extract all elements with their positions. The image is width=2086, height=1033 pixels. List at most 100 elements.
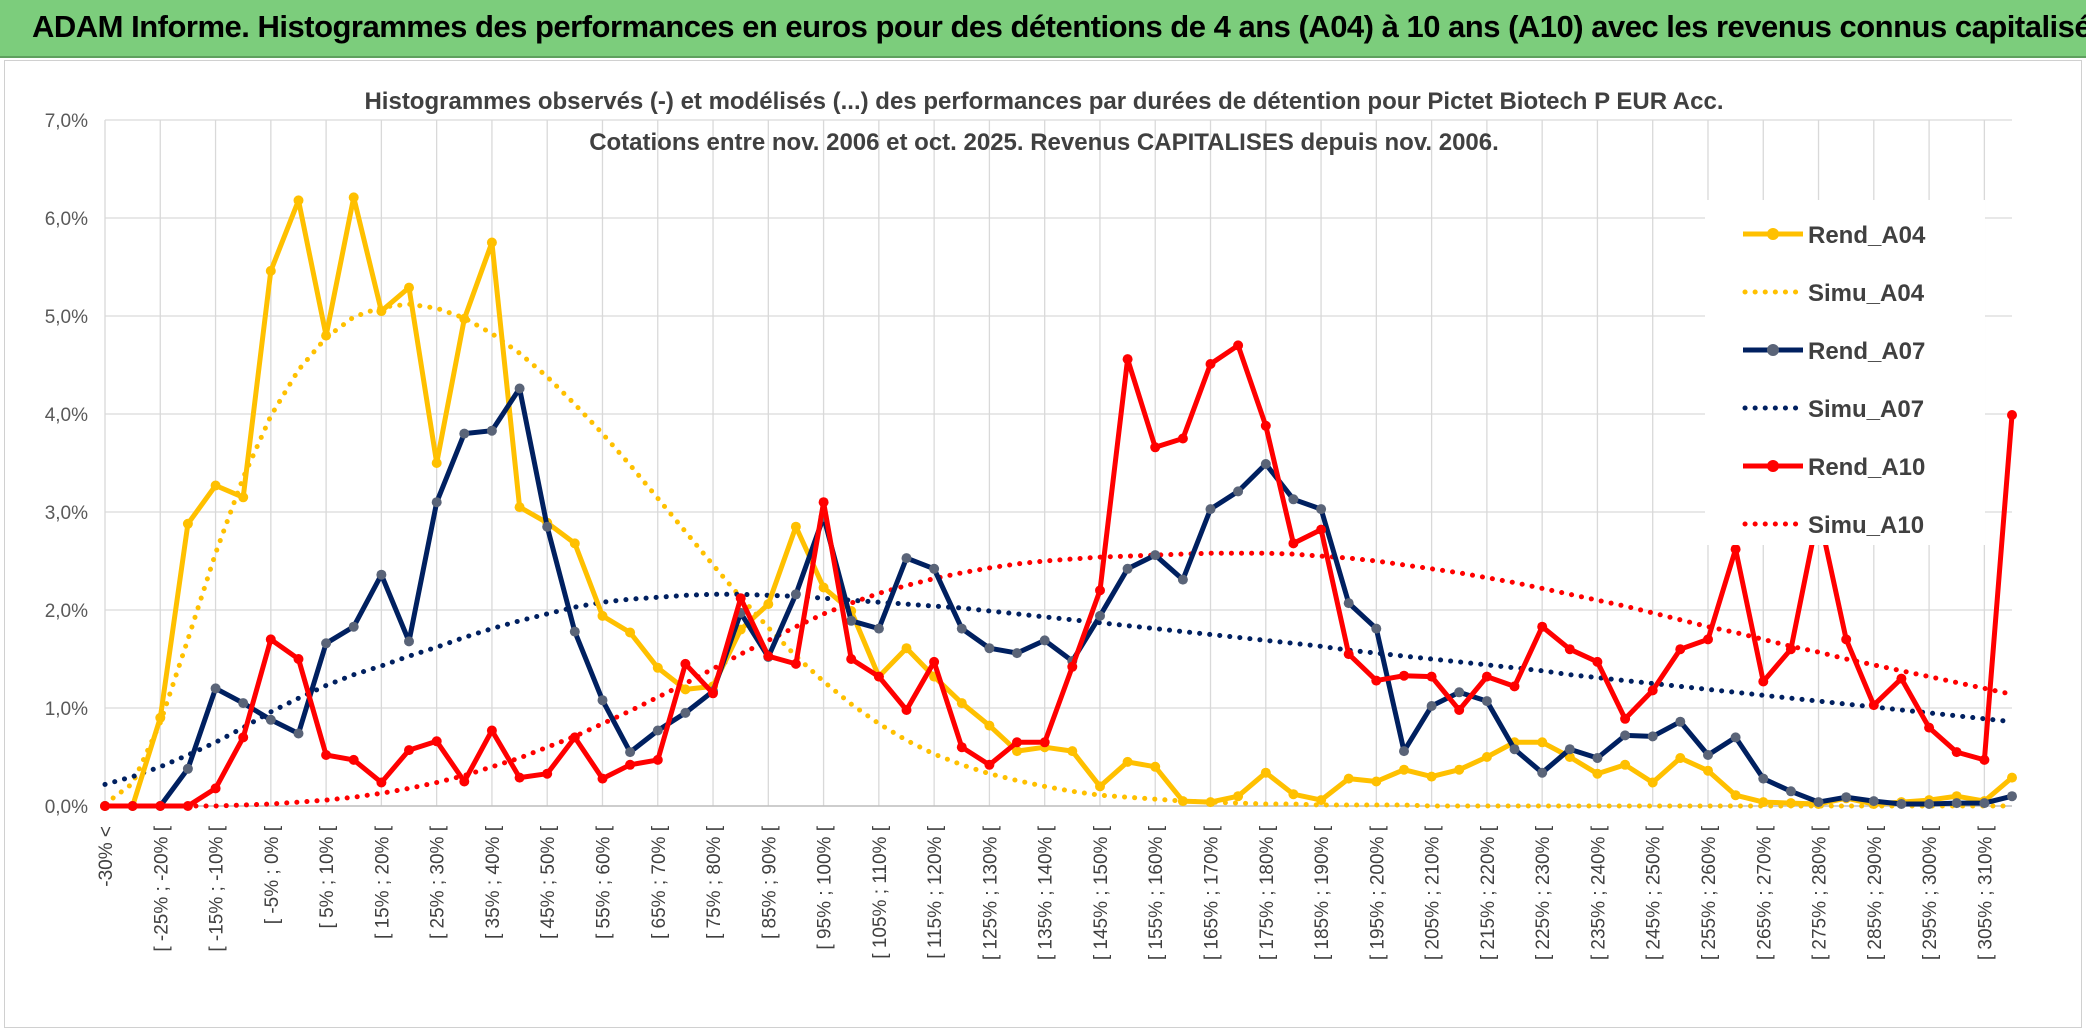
- y-tick-label: 0,0%: [45, 797, 88, 818]
- data-point: [1924, 722, 1935, 733]
- y-tick-label: 5,0%: [45, 307, 88, 328]
- data-point: [459, 776, 470, 787]
- data-point: [1620, 713, 1631, 724]
- data-point: [1399, 746, 1409, 757]
- data-point: [1509, 744, 1520, 755]
- data-point: [1399, 764, 1409, 775]
- x-tick-label: [ 25% ; 30% [: [428, 825, 449, 939]
- data-point: [1841, 792, 1852, 803]
- x-tick-label: [ 145% ; 150% [: [1091, 825, 1112, 960]
- data-point: [514, 502, 525, 513]
- series-Rend_A07: [100, 383, 2017, 811]
- data-point: [293, 728, 304, 739]
- data-point: [1260, 420, 1271, 431]
- data-point: [348, 192, 359, 203]
- x-tick-label: [ 265% ; 270% [: [1754, 825, 1775, 960]
- data-point: [1537, 767, 1548, 778]
- data-point: [597, 695, 608, 706]
- data-point: [569, 626, 580, 637]
- x-tick-label: [ -25% ; -20% [: [151, 825, 172, 951]
- data-point: [1675, 753, 1686, 763]
- data-point: [265, 265, 276, 276]
- x-tick-label: [ 115% ; 120% [: [925, 825, 946, 958]
- series-Rend_A10: [100, 340, 2017, 811]
- data-point: [1205, 797, 1216, 808]
- data-point: [680, 658, 691, 669]
- data-point: [1951, 798, 1962, 809]
- legend-label: Rend_A04: [1808, 222, 1926, 249]
- data-point: [1371, 623, 1382, 634]
- data-point: [956, 623, 967, 634]
- series-line: [105, 342, 2015, 809]
- legend-item-Rend_A07: Rend_A07: [1743, 338, 1925, 365]
- data-point: [846, 615, 857, 626]
- legend-marker: [1767, 344, 1779, 356]
- series-Simu_A07: [102, 591, 2015, 787]
- data-point: [1399, 670, 1409, 681]
- data-point: [1122, 563, 1133, 574]
- data-point: [486, 237, 497, 248]
- data-point: [956, 698, 967, 709]
- data-point: [790, 589, 801, 600]
- data-point: [569, 538, 580, 549]
- x-tick-label: [ 155% ; 160% [: [1146, 825, 1167, 960]
- data-point: [1233, 486, 1244, 497]
- data-point: [1758, 797, 1769, 808]
- data-point: [1343, 649, 1354, 660]
- data-point: [873, 623, 884, 634]
- data-point: [1703, 634, 1713, 645]
- data-point: [929, 563, 940, 574]
- data-point: [2007, 410, 2017, 420]
- data-point: [956, 742, 967, 753]
- legend-label: Rend_A07: [1808, 338, 1925, 365]
- data-point: [1564, 644, 1575, 655]
- data-point: [431, 497, 442, 508]
- chart-subtitle: Cotations entre nov. 2006 et oct. 2025. …: [589, 129, 1499, 156]
- data-point: [1896, 673, 1907, 684]
- legend-item-Simu_A07: Simu_A07: [1742, 396, 1924, 423]
- data-point: [238, 732, 249, 743]
- data-point: [1509, 681, 1520, 692]
- legend-box: [1705, 200, 1985, 545]
- data-point: [1785, 644, 1796, 655]
- x-axis: -30% < [ -25% ; -20% [[ -15% ; -10% [[ -5…: [96, 805, 2012, 960]
- data-point: [1481, 696, 1492, 707]
- data-point: [1592, 768, 1603, 779]
- data-point: [1233, 791, 1244, 802]
- data-point: [1647, 685, 1658, 696]
- legend-label: Simu_A04: [1808, 280, 1925, 307]
- data-point: [376, 777, 387, 788]
- data-point: [1233, 340, 1244, 351]
- data-point: [1316, 795, 1327, 806]
- x-tick-label: [ 105% ; 110% [: [870, 825, 891, 958]
- data-point: [321, 330, 332, 341]
- legend-item-Simu_A04: Simu_A04: [1742, 280, 1925, 307]
- y-tick-label: 1,0%: [45, 699, 88, 720]
- data-point: [735, 593, 746, 604]
- series-line: [105, 194, 2014, 809]
- x-tick-label: [ 65% ; 70% [: [649, 825, 670, 939]
- series-Rend_A04: [100, 192, 2017, 811]
- x-tick-label: [ 125% ; 130% [: [980, 825, 1001, 960]
- data-point: [2007, 791, 2017, 802]
- data-point: [652, 754, 663, 765]
- x-tick-label: [ -15% ; -10% [: [207, 825, 228, 951]
- data-point: [1481, 671, 1492, 682]
- series-line: [102, 550, 2015, 809]
- data-point: [459, 313, 470, 324]
- data-point: [2007, 772, 2017, 783]
- data-point: [182, 801, 193, 811]
- data-point: [984, 720, 995, 731]
- legend-marker: [1767, 460, 1779, 472]
- data-point: [1039, 737, 1050, 748]
- data-point: [542, 768, 553, 779]
- data-point: [1979, 754, 1990, 765]
- x-tick-label: [ 245% ; 250% [: [1644, 825, 1665, 960]
- data-point: [1012, 737, 1022, 748]
- data-point: [155, 801, 166, 811]
- data-point: [404, 282, 414, 293]
- data-point: [1454, 764, 1465, 775]
- data-point: [1454, 705, 1465, 715]
- data-point: [1288, 494, 1299, 505]
- data-point: [597, 610, 608, 621]
